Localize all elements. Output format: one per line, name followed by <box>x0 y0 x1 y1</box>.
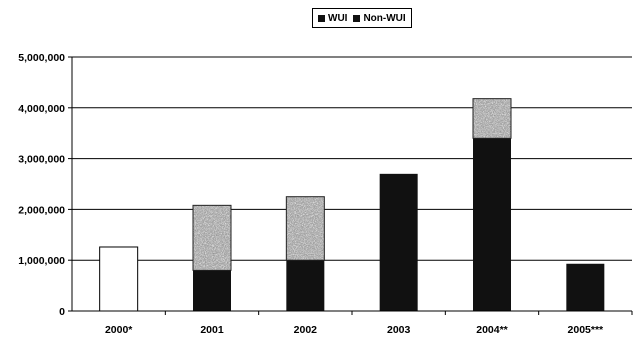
x-tick-label: 2001 <box>200 324 224 336</box>
x-tick-label: 2000* <box>105 324 133 336</box>
y-tick-label: 2,000,000 <box>18 204 65 216</box>
bar-wui <box>379 173 418 311</box>
legend-item-non-wui: Non-WUI <box>353 12 406 24</box>
legend: WUI Non-WUI <box>312 8 412 28</box>
y-tick-label: 3,000,000 <box>18 154 65 166</box>
legend-label-wui: WUI <box>328 12 348 24</box>
bar-wui <box>286 260 325 311</box>
bar-non-wui-texture <box>286 196 325 261</box>
bar-non-wui-outline <box>285 196 325 261</box>
bar-total-unsplit <box>99 246 139 312</box>
legend-swatch-wui <box>318 14 325 22</box>
y-tick-label: 5,000,000 <box>18 52 65 64</box>
legend-item-wui: WUI <box>318 13 347 24</box>
bar-wui <box>473 138 511 311</box>
x-tick-label: 2005*** <box>568 324 605 336</box>
legend-label-non-wui: Non-WUI <box>363 12 406 24</box>
bar-wui <box>193 270 231 311</box>
bar-non-wui-outline <box>192 204 232 271</box>
bar-non-wui-texture <box>473 98 511 139</box>
x-tick-label: 2002 <box>294 324 318 336</box>
x-tick-label: 2004** <box>476 324 508 336</box>
x-tick-label: 2003 <box>387 324 411 336</box>
bar-non-wui-texture <box>193 205 231 271</box>
y-tick-label: 4,000,000 <box>18 103 65 115</box>
legend-swatch-non-wui <box>353 14 361 22</box>
bar-wui <box>566 263 605 311</box>
y-tick-label: 0 <box>59 306 65 318</box>
y-tick-label: 1,000,000 <box>18 255 65 267</box>
bar-non-wui-outline <box>472 98 512 139</box>
